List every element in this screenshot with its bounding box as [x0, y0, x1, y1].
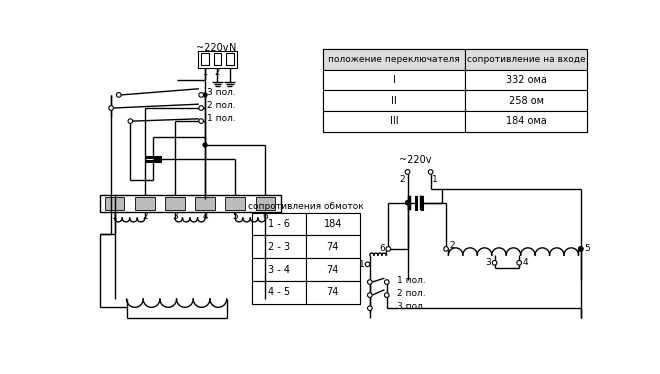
Text: 1: 1 — [358, 260, 364, 269]
Bar — [323, 49, 587, 132]
Text: 1 пол.: 1 пол. — [207, 114, 236, 123]
Text: 6: 6 — [263, 212, 269, 221]
Bar — [195, 197, 215, 210]
Circle shape — [203, 93, 207, 97]
Text: 1 пол.: 1 пол. — [397, 276, 426, 285]
Bar — [252, 213, 306, 236]
Text: 184 ома: 184 ома — [506, 116, 546, 126]
Circle shape — [517, 260, 521, 265]
Bar — [306, 258, 360, 281]
Circle shape — [199, 93, 203, 97]
Text: 74: 74 — [327, 287, 339, 297]
Circle shape — [199, 106, 203, 110]
Circle shape — [368, 293, 372, 297]
Circle shape — [117, 93, 121, 97]
Circle shape — [203, 143, 207, 147]
Bar — [226, 197, 245, 210]
Circle shape — [199, 119, 203, 123]
Text: 3 - 4: 3 - 4 — [268, 264, 290, 275]
Text: 3: 3 — [172, 212, 178, 221]
Text: ~220v: ~220v — [399, 155, 432, 165]
Text: 1: 1 — [203, 68, 208, 77]
Circle shape — [444, 246, 448, 251]
Circle shape — [368, 280, 372, 284]
Bar — [201, 53, 209, 65]
Bar — [306, 213, 360, 236]
Bar — [323, 111, 465, 132]
Bar — [165, 197, 185, 210]
Text: сопротивления обмоток: сопротивления обмоток — [248, 202, 364, 211]
Circle shape — [579, 247, 583, 251]
Text: 2: 2 — [449, 241, 455, 250]
Text: 2 пол.: 2 пол. — [207, 101, 236, 110]
Bar — [323, 49, 465, 70]
Circle shape — [579, 246, 583, 251]
Bar — [306, 236, 360, 258]
Circle shape — [384, 280, 389, 284]
Text: сопротивление на входе: сопротивление на входе — [467, 55, 585, 64]
Text: 2 - 3: 2 - 3 — [268, 242, 290, 252]
Bar — [252, 236, 306, 258]
Bar — [226, 53, 234, 65]
Circle shape — [384, 293, 389, 297]
Text: 3 пол.: 3 пол. — [207, 88, 236, 97]
Text: 1: 1 — [432, 175, 438, 184]
Bar — [105, 197, 125, 210]
Bar — [198, 51, 237, 68]
Text: положение переключателя: положение переключателя — [328, 55, 460, 64]
Bar — [306, 281, 360, 304]
Bar — [465, 49, 587, 70]
Text: 1: 1 — [112, 212, 117, 221]
Bar — [465, 111, 587, 132]
Text: 4: 4 — [523, 258, 528, 267]
Bar — [465, 70, 587, 90]
Circle shape — [365, 262, 370, 267]
Bar — [323, 70, 465, 90]
Circle shape — [386, 246, 391, 251]
Circle shape — [406, 201, 409, 205]
Circle shape — [109, 106, 114, 110]
Text: I: I — [393, 75, 395, 85]
Text: 3 пол.: 3 пол. — [397, 302, 426, 311]
Text: 74: 74 — [327, 242, 339, 252]
Bar — [100, 195, 280, 212]
Bar — [252, 281, 306, 304]
Text: 258 ом: 258 ом — [509, 96, 544, 106]
Circle shape — [128, 119, 133, 123]
Bar — [465, 90, 587, 111]
Text: III: III — [390, 116, 399, 126]
Circle shape — [428, 170, 433, 174]
Bar — [255, 197, 275, 210]
Circle shape — [405, 170, 410, 174]
Circle shape — [368, 306, 372, 310]
Circle shape — [492, 260, 497, 265]
Text: 3: 3 — [486, 258, 491, 267]
Bar — [214, 53, 221, 65]
Text: 2: 2 — [142, 212, 148, 221]
Text: 6: 6 — [379, 245, 385, 254]
Text: 2: 2 — [214, 68, 220, 77]
Text: ~220v: ~220v — [196, 43, 228, 53]
Text: 4 - 5: 4 - 5 — [268, 287, 290, 297]
Text: 1 - 6: 1 - 6 — [268, 219, 290, 229]
Text: N: N — [229, 43, 236, 53]
Bar — [252, 258, 306, 281]
Text: 5: 5 — [584, 245, 590, 254]
Circle shape — [406, 201, 409, 205]
Text: 4: 4 — [203, 212, 208, 221]
Bar — [252, 213, 360, 304]
Text: 332 ома: 332 ома — [506, 75, 546, 85]
Text: 184: 184 — [323, 219, 342, 229]
Text: II: II — [391, 96, 397, 106]
Text: 5: 5 — [232, 212, 238, 221]
Text: 2: 2 — [399, 175, 405, 184]
Text: 2 пол.: 2 пол. — [397, 289, 426, 298]
Text: 74: 74 — [327, 264, 339, 275]
Bar — [323, 90, 465, 111]
Bar — [135, 197, 154, 210]
